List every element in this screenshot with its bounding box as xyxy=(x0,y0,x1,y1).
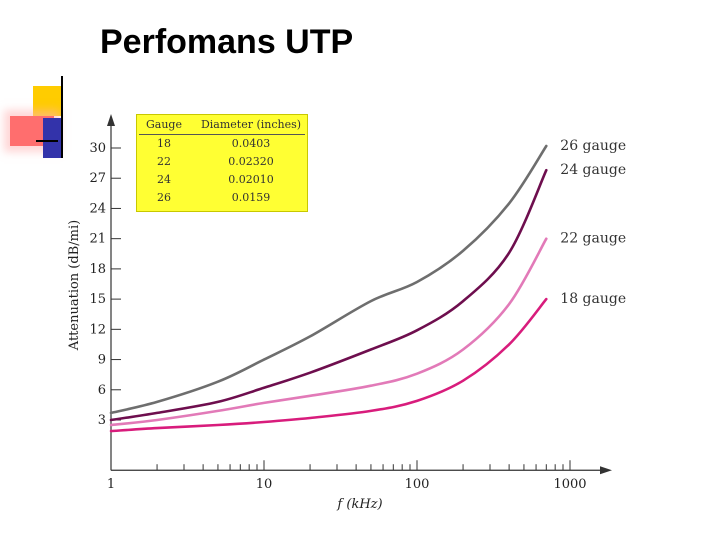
y-tick-label: 30 xyxy=(89,141,106,156)
legend-header-diameter: Diameter (inches) xyxy=(200,118,302,131)
x-axis-label: f (kHz) xyxy=(336,497,382,512)
series-label-18-gauge: 18 gauge xyxy=(560,291,626,307)
y-axis-arrow xyxy=(107,114,115,126)
y-tick-label: 3 xyxy=(98,413,106,428)
series-label-22-gauge: 22 gauge xyxy=(560,231,626,247)
x-tick-label: 1000 xyxy=(553,477,586,492)
y-tick-label: 15 xyxy=(89,292,106,307)
y-axis-label: Attenuation (dB/mi) xyxy=(67,220,82,351)
y-tick-label: 6 xyxy=(98,383,106,398)
legend-divider xyxy=(139,134,305,135)
legend-diameter-value: 0.0403 xyxy=(231,137,271,150)
decor-vertical-line xyxy=(61,76,63,158)
slide-title: Perfomans UTP xyxy=(100,23,354,61)
decor-horizontal-line xyxy=(36,140,58,142)
decor-yellow-square xyxy=(33,86,63,116)
legend-diameter-value: 0.0159 xyxy=(231,191,271,204)
y-tick-label: 21 xyxy=(89,232,106,247)
legend-gauge-value: 18 xyxy=(157,137,171,150)
series-label-26-gauge: 26 gauge xyxy=(560,138,626,154)
x-tick-label: 10 xyxy=(256,477,273,492)
series-line-24-gauge xyxy=(109,168,548,422)
x-tick-label: 1 xyxy=(107,477,115,492)
legend-gauge-value: 22 xyxy=(157,155,171,168)
x-tick-label: 100 xyxy=(405,477,430,492)
y-tick-label: 24 xyxy=(89,201,106,216)
y-tick-label: 9 xyxy=(98,353,106,368)
y-tick-label: 12 xyxy=(89,322,106,337)
y-tick-label: 27 xyxy=(89,171,106,186)
legend-gauge-value: 26 xyxy=(157,191,171,204)
legend-gauge-value: 24 xyxy=(157,173,171,186)
legend-header-gauge: Gauge xyxy=(146,118,182,131)
series-line-22-gauge xyxy=(109,237,548,427)
series-line-18-gauge xyxy=(109,297,548,433)
gauge-diameter-legend: Gauge Diameter (inches) 18 0.0403 22 0.0… xyxy=(136,114,308,212)
y-tick-label: 18 xyxy=(89,262,106,277)
series-label-24-gauge: 24 gauge xyxy=(560,162,626,178)
legend-diameter-value: 0.02320 xyxy=(228,155,274,168)
x-axis-arrow xyxy=(600,466,612,475)
legend-diameter-value: 0.02010 xyxy=(228,173,274,186)
series-line-26-gauge xyxy=(109,144,548,415)
decor-blue-square xyxy=(43,118,61,158)
